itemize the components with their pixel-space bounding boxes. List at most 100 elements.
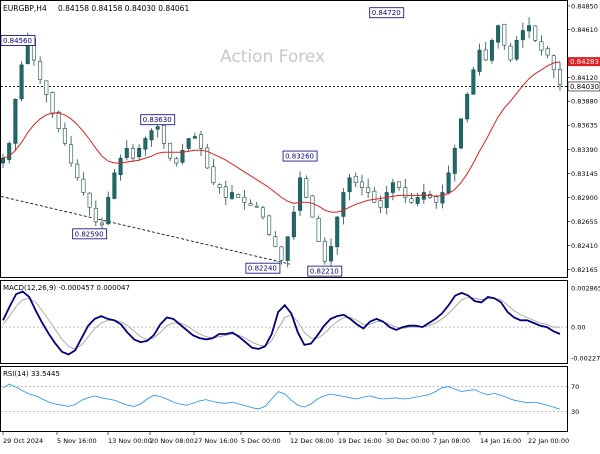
candlestick-series xyxy=(0,17,563,268)
price-annotation: 0.82590 xyxy=(72,228,108,240)
candle-body xyxy=(397,181,402,188)
current-price-tag: 0.84030 xyxy=(567,81,600,92)
candle-body xyxy=(527,25,532,32)
candle-body xyxy=(496,25,501,43)
candle-body xyxy=(174,158,179,164)
candle-body xyxy=(557,69,563,85)
candle-body xyxy=(502,23,507,46)
annotation-box xyxy=(140,114,176,126)
price-y-axis: 0.84850 0.84610 0.84120 0.83880 0.83635 0.833… xyxy=(567,2,598,274)
price-y-tick-label: 0.83145 xyxy=(571,170,598,178)
annotation-box xyxy=(307,265,343,277)
candle-body xyxy=(285,236,290,261)
rsi-pane-frame xyxy=(0,366,568,432)
x-tick-label: 27 Nov 16:00 xyxy=(194,437,238,445)
rsi-y-tick-label: 70 xyxy=(571,383,579,391)
price-y-tick-label: 0.83390 xyxy=(571,146,598,154)
candle-body xyxy=(322,240,327,262)
candle-body xyxy=(130,148,135,159)
price-annotation: 0.84720 xyxy=(369,7,405,19)
price-y-tick-label: 0.84610 xyxy=(571,26,598,34)
candle-body xyxy=(390,182,395,193)
price-y-tick-label: 0.82900 xyxy=(571,194,598,202)
candle-body xyxy=(69,144,74,164)
x-tick-label: 19 Dec 16:00 xyxy=(338,437,382,445)
candle-body xyxy=(44,80,49,95)
ma-price-tag: 0.84283 xyxy=(568,57,600,67)
candle-body xyxy=(260,207,265,218)
candle-body xyxy=(149,130,154,141)
candle-body xyxy=(434,196,439,203)
rsi-y-axis: 70 30 xyxy=(1,383,579,416)
candle-body xyxy=(242,196,247,203)
candle-body xyxy=(347,177,352,193)
price-annotation: 0.82210 xyxy=(307,265,343,277)
candle-body xyxy=(372,190,377,203)
candle-body xyxy=(155,126,160,130)
x-tick-label: 22 Jan 00:00 xyxy=(528,437,569,445)
candle-body xyxy=(545,48,550,56)
candle-body xyxy=(489,40,494,61)
candle-body xyxy=(205,147,210,169)
candle-body xyxy=(137,148,142,158)
candle-body xyxy=(452,148,457,174)
macd-title: MACD(12,26,9) -0.000457 0.000047 xyxy=(3,284,130,292)
candle-body xyxy=(539,41,544,51)
candle-body xyxy=(310,195,315,218)
candle-body xyxy=(471,69,476,95)
ohlc-readout: 0.84158 0.84158 0.84030 0.84061 xyxy=(58,4,189,13)
macd-signal-line xyxy=(2,296,560,350)
candle-body xyxy=(0,157,6,164)
candle-body xyxy=(359,181,364,188)
candle-body xyxy=(81,178,86,193)
price-annotations: 0.84560 0.84720 0.83630 0.83260 0.82590 0.822… xyxy=(0,7,405,277)
candle-body xyxy=(384,192,389,208)
annotation-label: 0.84720 xyxy=(372,9,401,17)
rsi-y-tick-label: 30 xyxy=(571,408,579,416)
candle-body xyxy=(106,197,111,225)
candle-body xyxy=(273,236,278,247)
x-tick-label: 20 Nov 08:00 xyxy=(150,437,194,445)
candle-body xyxy=(483,49,488,61)
candle-body xyxy=(335,216,340,248)
macd-pane-frame xyxy=(0,280,568,364)
candle-body xyxy=(87,192,92,208)
candle-body xyxy=(248,203,253,206)
candle-body xyxy=(199,134,204,149)
annotation-box xyxy=(72,228,108,240)
candle-body xyxy=(446,172,451,194)
candle-body xyxy=(291,211,296,238)
price-y-tick-label: 0.82165 xyxy=(571,266,598,274)
macd-pane: MACD(12,26,9) -0.000457 0.000047 0.00286… xyxy=(1,284,600,363)
rsi-pane: RSI(14) 33.5445 70 30 xyxy=(1,370,579,416)
ma-price-label: 0.84283 xyxy=(570,58,599,66)
candle-body xyxy=(192,136,197,139)
candle-body xyxy=(168,142,173,159)
macd-main-line xyxy=(2,290,561,356)
macd-y-axis: 0.002865 0.00 -0.002271 xyxy=(571,284,600,362)
candle-body xyxy=(13,98,18,144)
candle-body xyxy=(409,198,414,203)
x-tick-label: 5 Nov 16:00 xyxy=(57,437,97,445)
candle-body xyxy=(378,200,383,208)
candle-body xyxy=(341,192,346,217)
macd-y-tick-label: -0.002271 xyxy=(571,355,600,363)
x-tick-label: 30 Dec 00:00 xyxy=(386,437,430,445)
rsi-line xyxy=(2,383,561,410)
price-annotation: 0.82240 xyxy=(245,262,281,274)
rsi-title: RSI(14) 33.5445 xyxy=(3,370,60,378)
price-annotation: 0.84560 xyxy=(0,35,36,46)
price-y-tick-label: 0.84850 xyxy=(571,2,598,10)
price-y-tick-label: 0.84120 xyxy=(571,74,598,82)
candle-body xyxy=(415,197,420,204)
candle-body xyxy=(118,157,123,175)
annotation-label: 0.83260 xyxy=(285,153,314,161)
candle-body xyxy=(7,143,12,160)
candle-body xyxy=(508,45,513,61)
candle-body xyxy=(93,207,98,223)
candle-body xyxy=(19,64,24,100)
candle-body xyxy=(329,246,334,262)
watermark: Action Forex xyxy=(220,47,325,67)
candle-body xyxy=(223,186,228,198)
